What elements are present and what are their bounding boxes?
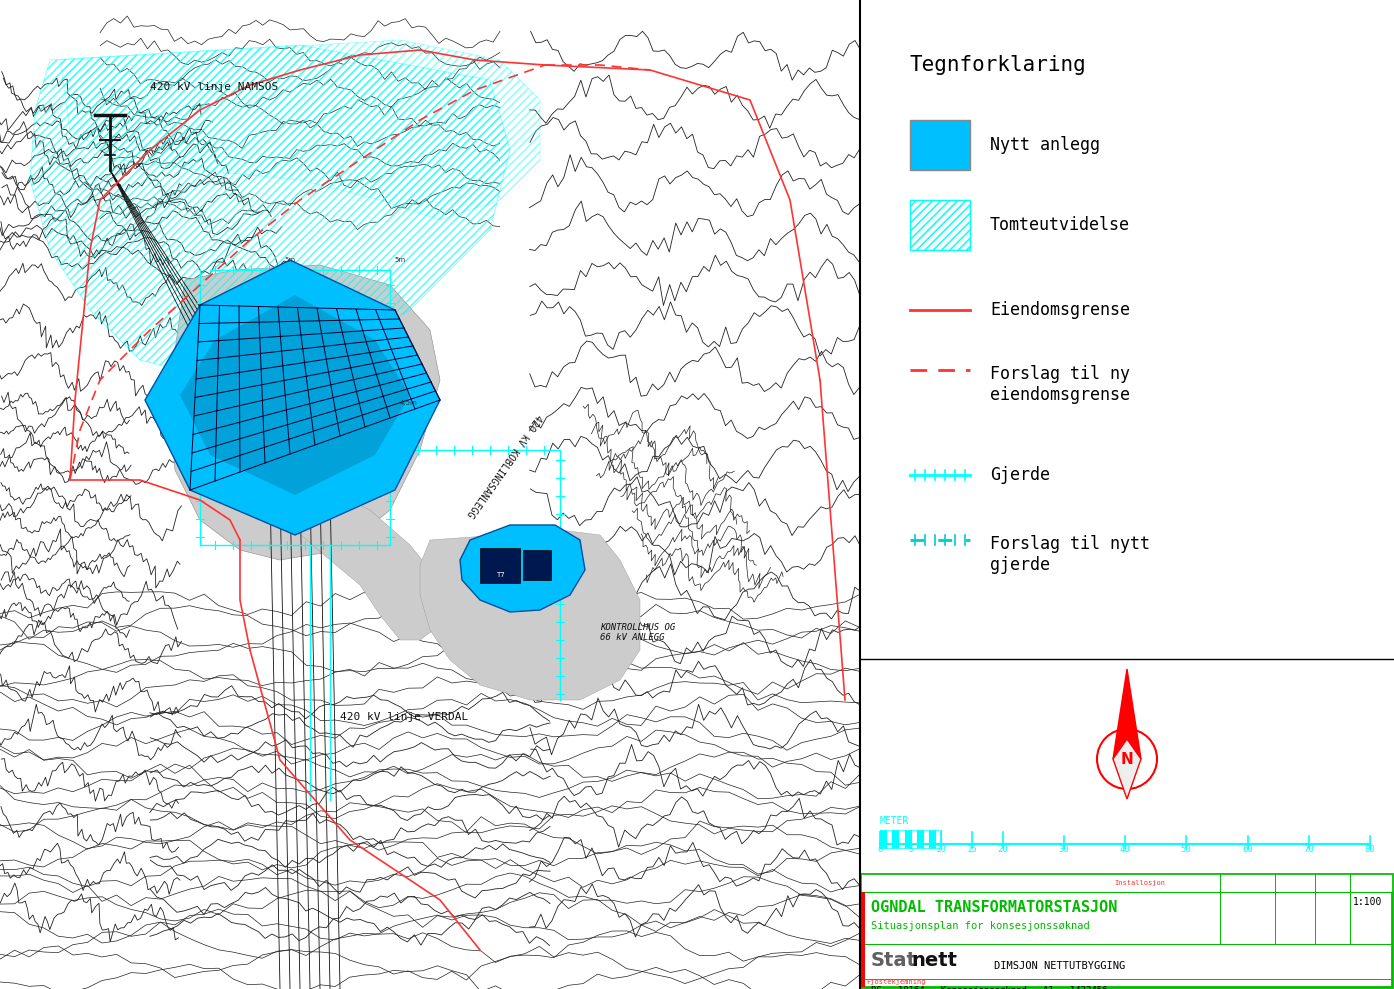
Text: 5m: 5m <box>395 257 406 263</box>
Text: 50: 50 <box>1181 845 1192 854</box>
Text: METER: METER <box>880 816 909 826</box>
Polygon shape <box>180 295 410 495</box>
Text: nett: nett <box>912 951 958 970</box>
Text: 60: 60 <box>1242 845 1253 854</box>
Text: Tomteutvidelse: Tomteutvidelse <box>990 216 1131 234</box>
Text: 420 kV linje NAMSOS: 420 kV linje NAMSOS <box>151 82 279 92</box>
Text: 70: 70 <box>1303 845 1315 854</box>
Polygon shape <box>145 260 441 535</box>
Text: 4.5m: 4.5m <box>400 400 418 406</box>
Bar <box>523 550 551 580</box>
Text: Stat: Stat <box>871 951 917 970</box>
Text: DIMSJON NETTUTBYGGING: DIMSJON NETTUTBYGGING <box>994 961 1125 971</box>
Text: N: N <box>1121 752 1133 766</box>
Bar <box>861 874 1393 892</box>
Text: Situasjonsplan for konsesjonssøknad: Situasjonsplan for konsesjonssøknad <box>871 921 1090 931</box>
Bar <box>861 874 1393 987</box>
Text: 20: 20 <box>997 845 1008 854</box>
Text: Fjostekjemning: Fjostekjemning <box>866 979 926 985</box>
Text: 5: 5 <box>907 845 913 854</box>
Polygon shape <box>280 490 445 640</box>
Text: KONTROLLHUS OG
66 kV ANLEGG: KONTROLLHUS OG 66 kV ANLEGG <box>599 623 675 642</box>
Text: BS   10164   Konsesjonssøknad   A1   1432456: BS 10164 Konsesjonssøknad A1 1432456 <box>871 986 1107 989</box>
Text: 40: 40 <box>1119 845 1131 854</box>
Bar <box>861 892 866 987</box>
Text: 0: 0 <box>877 845 882 854</box>
Polygon shape <box>1112 739 1142 799</box>
Text: 80: 80 <box>1365 845 1376 854</box>
Text: Gjerde: Gjerde <box>990 466 1050 484</box>
Polygon shape <box>170 265 441 560</box>
Text: Forslag til ny
eiendomsgrense: Forslag til ny eiendomsgrense <box>990 365 1131 404</box>
Bar <box>910 120 970 170</box>
Bar <box>910 200 970 250</box>
Text: 10: 10 <box>935 845 947 854</box>
Text: T7: T7 <box>496 572 505 578</box>
Text: 15: 15 <box>966 845 977 854</box>
Text: 30: 30 <box>1058 845 1069 854</box>
Polygon shape <box>1112 669 1142 759</box>
Text: Installosjon: Installosjon <box>1114 880 1165 886</box>
Text: Eiendomsgrense: Eiendomsgrense <box>990 301 1131 319</box>
Text: 420 kV linje VERDAL: 420 kV linje VERDAL <box>340 712 468 722</box>
Text: OGNDAL TRANSFORMATORSTASJON: OGNDAL TRANSFORMATORSTASJON <box>871 900 1118 915</box>
Text: 1:100: 1:100 <box>1354 897 1383 907</box>
Polygon shape <box>420 530 640 700</box>
Text: Forslag til nytt
gjerde: Forslag til nytt gjerde <box>990 535 1150 574</box>
Text: 420 kV KOBLINGSANLEGG: 420 kV KOBLINGSANLEGG <box>466 411 544 518</box>
Text: 5m: 5m <box>284 257 296 263</box>
Text: Nytt anlegg: Nytt anlegg <box>990 136 1100 154</box>
Text: Tegnforklaring: Tegnforklaring <box>910 55 1087 75</box>
Polygon shape <box>460 525 585 612</box>
Bar <box>480 548 520 583</box>
